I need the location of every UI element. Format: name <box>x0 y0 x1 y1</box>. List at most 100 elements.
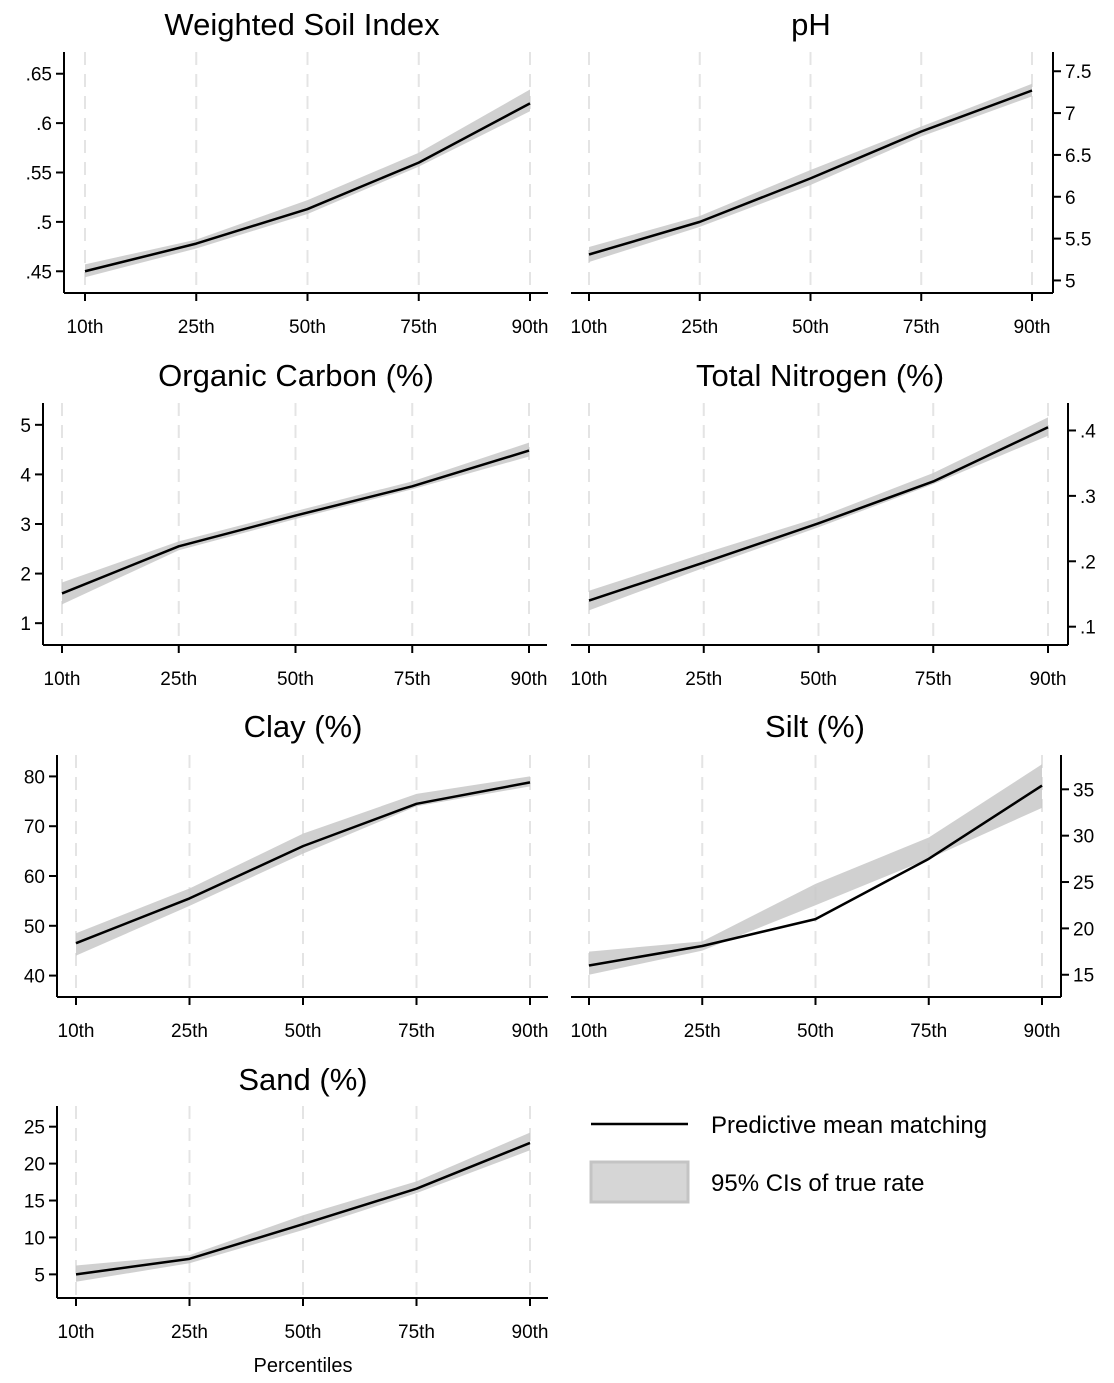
y-tick-label: 10 <box>24 1228 45 1249</box>
legend: Predictive mean matching 95% CIs of true… <box>589 1112 987 1204</box>
y-tick-label: 20 <box>24 1155 45 1176</box>
panel-5: Clay (%) 40 50 60 70 80 10th 25th 50th 75th 90th <box>24 709 549 1042</box>
y-tick-label: 35 <box>1073 780 1094 801</box>
x-tick-label: 25th <box>685 669 722 690</box>
x-tick-label: 50th <box>289 317 326 338</box>
x-tick-label: 50th <box>792 317 829 338</box>
x-tick-label: 90th <box>1014 317 1051 338</box>
panel-4: Total Nitrogen (%) .1 .2 .3 .4 10th 25th 50th 75… <box>571 358 1097 690</box>
pmm-line <box>61 449 530 595</box>
x-tick-label: 90th <box>512 1021 549 1042</box>
panel-title: Clay (%) <box>244 709 363 744</box>
x-tick-label: 25th <box>684 1021 721 1042</box>
x-tick-label: 25th <box>160 669 197 690</box>
y-tick-label: .55 <box>26 164 52 185</box>
x-tick-label: 75th <box>398 1021 435 1042</box>
x-tick-label: 75th <box>910 1021 947 1042</box>
legend-line-label: Predictive mean matching <box>711 1112 987 1139</box>
ci-band <box>62 442 529 605</box>
ci-band <box>85 89 530 278</box>
y-tick-label: 6 <box>1065 188 1076 209</box>
x-tick-label: 25th <box>681 317 718 338</box>
x-tick-label: 75th <box>915 669 952 690</box>
x-tick-label: 10th <box>571 317 608 338</box>
x-tick-label: 50th <box>285 1322 322 1343</box>
panel-title: Sand (%) <box>238 1062 367 1097</box>
x-axis-title: Percentiles <box>254 1355 353 1377</box>
y-tick-label: 50 <box>24 917 45 938</box>
y-tick-label: .6 <box>36 114 52 135</box>
y-tick-label: 40 <box>24 967 45 988</box>
x-tick-label: 50th <box>800 669 837 690</box>
y-tick-label: 5 <box>1065 271 1076 292</box>
y-tick-label: .65 <box>26 65 52 86</box>
y-tick-label: 7.5 <box>1065 62 1091 83</box>
y-tick-label: 5.5 <box>1065 230 1091 251</box>
x-tick-label: 25th <box>171 1021 208 1042</box>
y-tick-label: 30 <box>1073 827 1094 848</box>
panel-title: Weighted Soil Index <box>164 7 440 42</box>
y-tick-label: 1 <box>20 614 31 635</box>
x-tick-label: 90th <box>512 1322 549 1343</box>
x-tick-label: 10th <box>571 1021 608 1042</box>
y-tick-label: .45 <box>26 262 52 283</box>
panel-title: Organic Carbon (%) <box>158 358 434 393</box>
panel-6: Silt (%) 15 20 25 30 35 10th 25th 50th 75th 90th <box>571 709 1095 1042</box>
panel-3: Organic Carbon (%) 1 2 3 4 5 10th 25th 50th 75th 9… <box>20 358 547 690</box>
x-tick-label: 90th <box>511 669 548 690</box>
panel-title: Silt (%) <box>765 709 865 744</box>
y-tick-label: 5 <box>34 1265 45 1286</box>
y-tick-label: 70 <box>24 817 45 838</box>
x-tick-label: 75th <box>903 317 940 338</box>
pmm-line <box>588 784 1043 967</box>
x-tick-label: 75th <box>398 1322 435 1343</box>
ci-band <box>76 776 530 956</box>
y-tick-label: 60 <box>24 867 45 888</box>
y-tick-label: 5 <box>20 416 31 437</box>
ci-band <box>76 1132 530 1282</box>
y-tick-label: 25 <box>24 1118 45 1139</box>
x-tick-label: 90th <box>1030 669 1067 690</box>
panel-title: pH <box>791 7 831 42</box>
y-tick-label: 2 <box>20 565 31 586</box>
y-tick-label: .1 <box>1080 618 1096 639</box>
y-tick-label: 25 <box>1073 873 1094 894</box>
x-tick-label: 10th <box>58 1322 95 1343</box>
pmm-line <box>588 89 1033 256</box>
y-tick-label: .4 <box>1080 421 1096 442</box>
y-tick-label: 6.5 <box>1065 146 1091 167</box>
y-tick-label: .2 <box>1080 552 1096 573</box>
x-tick-label: 10th <box>571 669 608 690</box>
x-tick-label: 50th <box>797 1021 834 1042</box>
x-tick-label: 10th <box>67 317 104 338</box>
y-tick-label: 7 <box>1065 104 1076 125</box>
x-tick-label: 90th <box>1024 1021 1061 1042</box>
y-tick-label: .3 <box>1080 487 1096 508</box>
panel-7: Sand (%) 5 10 15 20 25 10th 25th 50th 75th 90th <box>24 1062 549 1343</box>
ci-band <box>589 764 1042 975</box>
x-tick-label: 75th <box>394 669 431 690</box>
x-tick-label: 10th <box>44 669 81 690</box>
panel-1: Weighted Soil Index .45 .5 .55 .6 .65 10th 25th… <box>26 7 549 338</box>
pmm-line <box>84 102 531 273</box>
y-tick-label: .5 <box>36 213 52 234</box>
x-tick-label: 10th <box>58 1021 95 1042</box>
x-tick-label: 25th <box>171 1322 208 1343</box>
panel-title: Total Nitrogen (%) <box>696 358 944 393</box>
x-tick-label: 50th <box>277 669 314 690</box>
y-tick-label: 4 <box>20 465 31 486</box>
pmm-line <box>75 781 531 945</box>
x-tick-label: 90th <box>512 317 549 338</box>
pmm-line <box>75 1141 531 1276</box>
y-tick-label: 3 <box>20 515 31 536</box>
y-tick-label: 80 <box>24 767 45 788</box>
y-tick-label: 20 <box>1073 919 1094 940</box>
ci-band <box>589 83 1032 263</box>
pmm-line <box>588 426 1049 602</box>
legend-band-swatch <box>589 1160 690 1204</box>
x-tick-label: 75th <box>400 317 437 338</box>
legend-band-label: 95% CIs of true rate <box>711 1170 924 1197</box>
panel-2: pH 5 5.5 6 6.5 7 7.5 10th 25th 50th 75th 90th <box>571 7 1092 338</box>
x-tick-label: 50th <box>285 1021 322 1042</box>
